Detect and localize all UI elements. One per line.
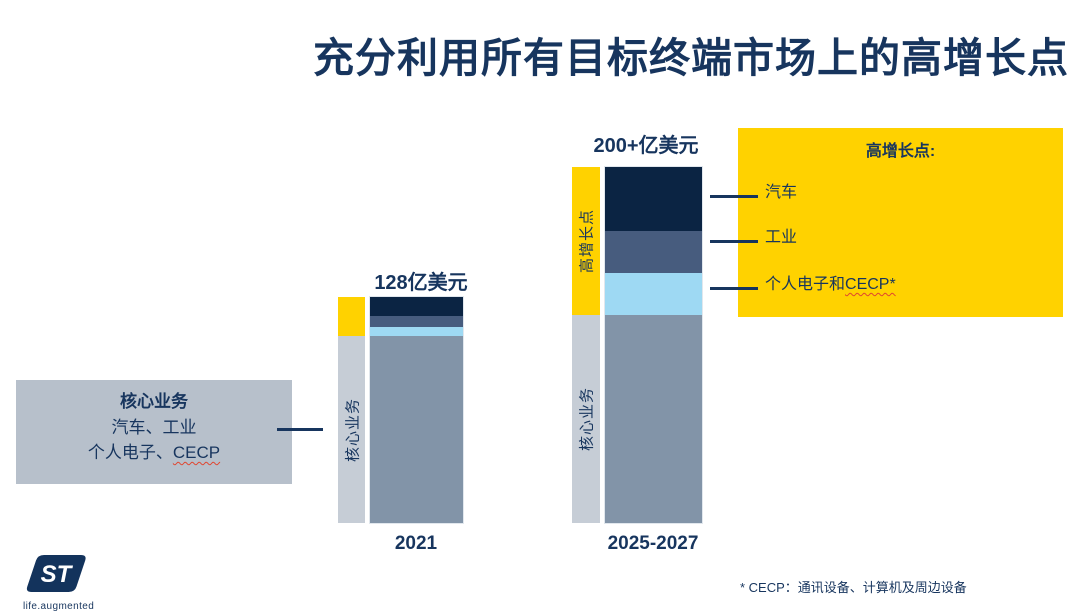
high-growth-title: 高增长点: — [865, 143, 936, 160]
industrial-connector-line — [710, 240, 758, 243]
page-title: 充分利用所有目标终端市场上的高增长点 — [313, 35, 1069, 81]
core-box-line2-cecp: CECP — [172, 443, 221, 462]
high-growth-item-industrial: 工业 — [765, 229, 798, 246]
high-growth-callout: 高增长点: — [738, 128, 1063, 317]
bar-2021-segment-core — [370, 336, 463, 523]
bar-2025-segment-core — [605, 315, 702, 523]
bar-2021-year-label: 2021 — [394, 533, 438, 554]
core-box-line2: 个人电子、CECP — [16, 440, 292, 465]
high-growth-item-pe-prefix: 个人电子和 — [765, 276, 846, 293]
bar-2025-total-label: 200+亿美元 — [593, 135, 699, 157]
automotive-connector-line — [710, 195, 758, 198]
bar-2025-side-strip: 核心业务 高增长点 — [572, 167, 600, 523]
bar-2021-side-growth-segment — [338, 297, 365, 336]
pe-cecp-connector-line — [710, 287, 758, 290]
bar-2025-year-label: 2025-2027 — [607, 533, 699, 554]
high-growth-item-pe-cecp: 个人电子和CECP* — [765, 275, 896, 295]
bar-2021-total-label: 128亿美元 — [374, 272, 468, 294]
core-box-heading: 核心业务 — [120, 392, 188, 411]
st-logo-icon: ST — [26, 555, 86, 592]
bar-2021-segment-automotive — [370, 297, 463, 316]
bar-2021-stacked-bar — [369, 296, 464, 524]
st-logo-tagline: life.augmented — [23, 601, 95, 612]
bar-2025-side-core-label: 核心业务 — [578, 386, 596, 452]
bar-2025-stacked-bar — [604, 166, 703, 524]
cecp-footnote: * CECP：通讯设备、计算机及周边设备 — [740, 580, 967, 595]
bar-2025-side-growth-segment: 高增长点 — [572, 167, 600, 315]
core-business-callout: 核心业务 汽车、工业 个人电子、CECP — [16, 380, 292, 484]
bar-2021-side-core-segment: 核心业务 — [338, 336, 365, 523]
high-growth-item-cecp: CECP* — [845, 276, 896, 293]
bar-2025-segment-personal-electronics-cecp — [605, 273, 702, 315]
bar-2025-side-core-segment: 核心业务 — [572, 315, 600, 523]
bar-2021-segment-industrial — [370, 316, 463, 327]
bar-2025-side-growth-label: 高增长点 — [578, 208, 596, 274]
bar-2025-segment-automotive — [605, 167, 702, 231]
bar-2021-side-core-label: 核心业务 — [344, 397, 361, 462]
core-box-line1: 汽车、工业 — [111, 418, 197, 437]
callout-connector-line — [277, 428, 323, 431]
high-growth-item-automotive: 汽车 — [765, 184, 798, 201]
st-logo: ST life.augmented — [23, 553, 95, 612]
bar-2021-segment-personal-electronics-cecp — [370, 327, 463, 336]
bar-2025-segment-industrial — [605, 231, 702, 273]
st-logo-letters: ST — [41, 561, 74, 588]
core-box-line2-prefix: 个人电子、 — [87, 443, 173, 462]
bar-2021-side-strip: 核心业务 — [338, 297, 365, 523]
